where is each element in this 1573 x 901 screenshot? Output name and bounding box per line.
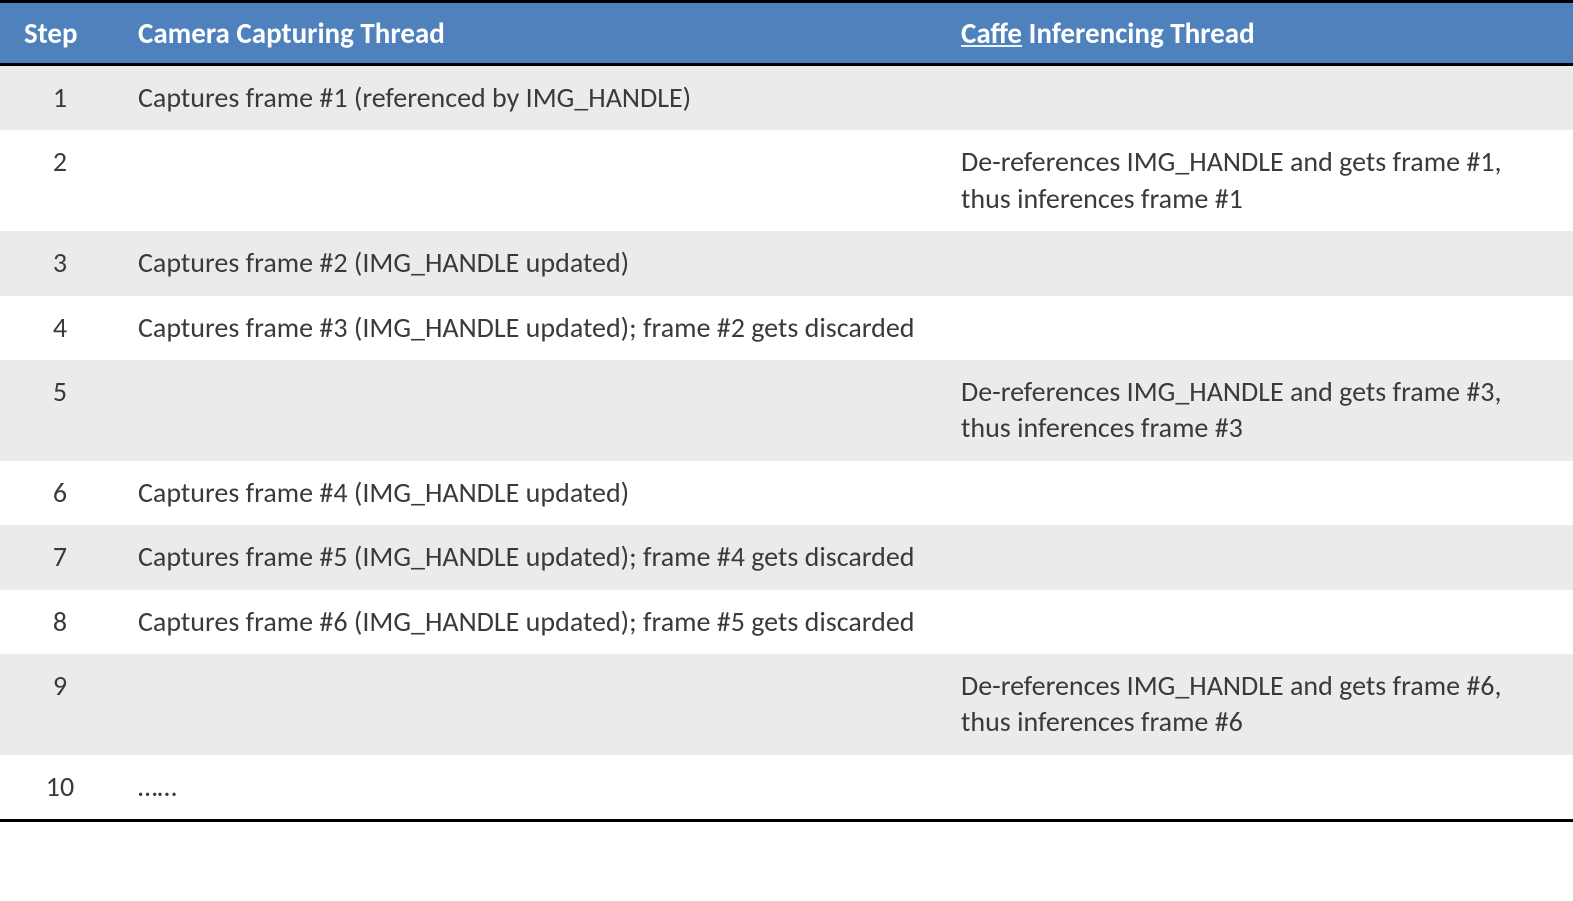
step-cell: 9 — [0, 654, 120, 755]
step-cell: 4 — [0, 296, 120, 360]
thread-step-table: Step Camera Capturing Thread Caffe Infer… — [0, 0, 1573, 822]
caffe-rest: Inferencing Thread — [1022, 15, 1255, 51]
col-header-caffe: Caffe Inferencing Thread — [943, 2, 1573, 65]
step-cell: 1 — [0, 65, 120, 131]
table-row: 6 Captures frame #4 (IMG_HANDLE updated) — [0, 461, 1573, 525]
col-header-camera: Camera Capturing Thread — [120, 2, 943, 65]
camera-cell — [120, 654, 943, 755]
step-cell: 8 — [0, 590, 120, 654]
camera-cell: Captures frame #1 (referenced by IMG_HAN… — [120, 65, 943, 131]
col-header-step: Step — [0, 2, 120, 65]
caffe-cell — [943, 525, 1573, 589]
table-row: 3 Captures frame #2 (IMG_HANDLE updated) — [0, 231, 1573, 295]
caffe-cell: De-references IMG_HANDLE and gets frame … — [943, 360, 1573, 461]
table-row: 9 De-references IMG_HANDLE and gets fram… — [0, 654, 1573, 755]
table-row: 2 De-references IMG_HANDLE and gets fram… — [0, 130, 1573, 231]
table-row: 10 …… — [0, 755, 1573, 821]
camera-cell: Captures frame #4 (IMG_HANDLE updated) — [120, 461, 943, 525]
table-row: 4 Captures frame #3 (IMG_HANDLE updated)… — [0, 296, 1573, 360]
caffe-cell — [943, 461, 1573, 525]
step-cell: 10 — [0, 755, 120, 821]
table-row: 7 Captures frame #5 (IMG_HANDLE updated)… — [0, 525, 1573, 589]
camera-cell: Captures frame #6 (IMG_HANDLE updated); … — [120, 590, 943, 654]
camera-cell: Captures frame #3 (IMG_HANDLE updated); … — [120, 296, 943, 360]
step-cell: 2 — [0, 130, 120, 231]
step-cell: 3 — [0, 231, 120, 295]
table-header-row: Step Camera Capturing Thread Caffe Infer… — [0, 2, 1573, 65]
caffe-cell — [943, 296, 1573, 360]
step-cell: 5 — [0, 360, 120, 461]
camera-cell: Captures frame #2 (IMG_HANDLE updated) — [120, 231, 943, 295]
table-row: 8 Captures frame #6 (IMG_HANDLE updated)… — [0, 590, 1573, 654]
caffe-underlined: Caffe — [961, 15, 1022, 51]
caffe-cell: De-references IMG_HANDLE and gets frame … — [943, 654, 1573, 755]
camera-cell — [120, 360, 943, 461]
camera-cell: Captures frame #5 (IMG_HANDLE updated); … — [120, 525, 943, 589]
step-cell: 6 — [0, 461, 120, 525]
table-row: 5 De-references IMG_HANDLE and gets fram… — [0, 360, 1573, 461]
table-row: 1 Captures frame #1 (referenced by IMG_H… — [0, 65, 1573, 131]
table: Step Camera Capturing Thread Caffe Infer… — [0, 0, 1573, 822]
caffe-cell — [943, 755, 1573, 821]
camera-cell — [120, 130, 943, 231]
caffe-cell: De-references IMG_HANDLE and gets frame … — [943, 130, 1573, 231]
caffe-cell — [943, 231, 1573, 295]
caffe-cell — [943, 590, 1573, 654]
camera-cell: …… — [120, 755, 943, 821]
step-cell: 7 — [0, 525, 120, 589]
caffe-cell — [943, 65, 1573, 131]
